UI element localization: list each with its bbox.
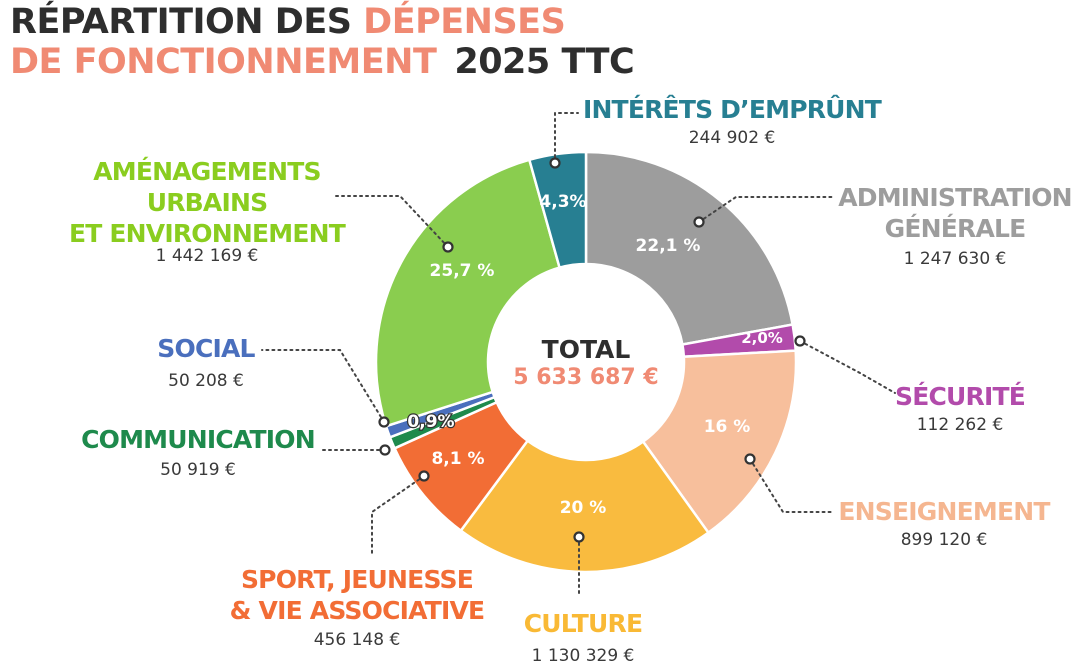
leader-marker-social bbox=[378, 416, 390, 428]
leader-marker-securite bbox=[794, 335, 806, 347]
leader-marker-administration bbox=[693, 216, 705, 228]
leader-line-social bbox=[261, 349, 385, 423]
slice-enseignement bbox=[641, 349, 798, 535]
category-label-culture: CULTURE bbox=[524, 609, 643, 638]
category-label-amenagements: AMÉNAGEMENTS bbox=[93, 157, 321, 186]
category-value-communication: 50 919 € bbox=[160, 460, 236, 480]
pct-label-culture: 20 % bbox=[560, 498, 607, 518]
title-line-1: RÉPARTITION DES DÉPENSES bbox=[10, 2, 634, 42]
category-label-amenagements: URBAINS bbox=[147, 188, 268, 217]
leader-marker-communication bbox=[379, 444, 391, 456]
title-part-1: RÉPARTITION DES bbox=[10, 2, 364, 42]
leader-line-interets bbox=[554, 112, 579, 164]
category-value-social: 50 208 € bbox=[168, 371, 244, 391]
category-value-interets: 244 902 € bbox=[689, 128, 776, 148]
category-value-culture: 1 130 329 € bbox=[532, 646, 635, 666]
title-part-3: DE FONCTIONNEMENT bbox=[10, 42, 437, 82]
category-value-administration: 1 247 630 € bbox=[904, 249, 1007, 269]
category-label-sport: SPORT, JEUNESSE bbox=[241, 565, 473, 594]
category-value-sport: 456 148 € bbox=[314, 630, 401, 650]
pct-label-sport: 8,1 % bbox=[431, 449, 484, 469]
category-label-administration: GÉNÉRALE bbox=[885, 214, 1026, 243]
category-value-securite: 112 262 € bbox=[917, 415, 1004, 435]
pct-label-amenagements: 25,7 % bbox=[430, 261, 495, 281]
leader-marker-enseignement bbox=[744, 453, 756, 465]
leader-marker-interets bbox=[549, 157, 561, 169]
category-label-administration: ADMINISTRATION bbox=[838, 183, 1072, 212]
category-label-sport: & VIE ASSOCIATIVE bbox=[230, 596, 485, 625]
leader-marker-amenagements bbox=[442, 241, 454, 253]
category-label-amenagements: ET ENVIRONNEMENT bbox=[69, 219, 346, 248]
pct-label-communication-social: 0,9% bbox=[407, 412, 454, 432]
slice-culture bbox=[459, 438, 711, 574]
pct-label-securite: 2,0% bbox=[741, 329, 783, 347]
category-label-interets: INTÉRÊTS D’EMPRÛNT bbox=[583, 94, 882, 124]
pct-label-enseignement: 16 % bbox=[704, 417, 751, 437]
total-value: 5 633 687 € bbox=[513, 365, 658, 390]
pct-label-interets: 4,3% bbox=[539, 192, 586, 212]
chart-title: RÉPARTITION DES DÉPENSES DE FONCTIONNEME… bbox=[10, 2, 635, 82]
category-label-communication: COMMUNICATION bbox=[81, 425, 315, 454]
title-line-2: DE FONCTIONNEMENT 2025 TTC bbox=[10, 42, 635, 82]
category-value-amenagements: 1 442 169 € bbox=[156, 246, 259, 266]
leader-line-sport bbox=[371, 475, 425, 556]
slice-amenagements bbox=[374, 158, 562, 428]
category-value-enseignement: 899 120 € bbox=[901, 530, 988, 550]
category-label-securite: SÉCURITÉ bbox=[895, 382, 1025, 411]
pct-label-administration: 22,1 % bbox=[636, 236, 701, 256]
leader-line-enseignement bbox=[749, 458, 833, 513]
category-label-enseignement: ENSEIGNEMENT bbox=[838, 497, 1050, 526]
title-year: 2025 TTC bbox=[454, 42, 635, 82]
leader-line-amenagements bbox=[332, 195, 449, 248]
category-label-social: SOCIAL bbox=[157, 334, 255, 363]
leader-marker-culture bbox=[573, 531, 585, 543]
title-part-2: DÉPENSES bbox=[363, 2, 566, 42]
slice-interets bbox=[527, 150, 588, 270]
total-label: TOTAL bbox=[542, 335, 631, 364]
leader-line-administration bbox=[698, 196, 833, 223]
slice-administration bbox=[584, 150, 795, 346]
leader-line-securite bbox=[799, 340, 896, 394]
leader-marker-sport bbox=[418, 470, 430, 482]
